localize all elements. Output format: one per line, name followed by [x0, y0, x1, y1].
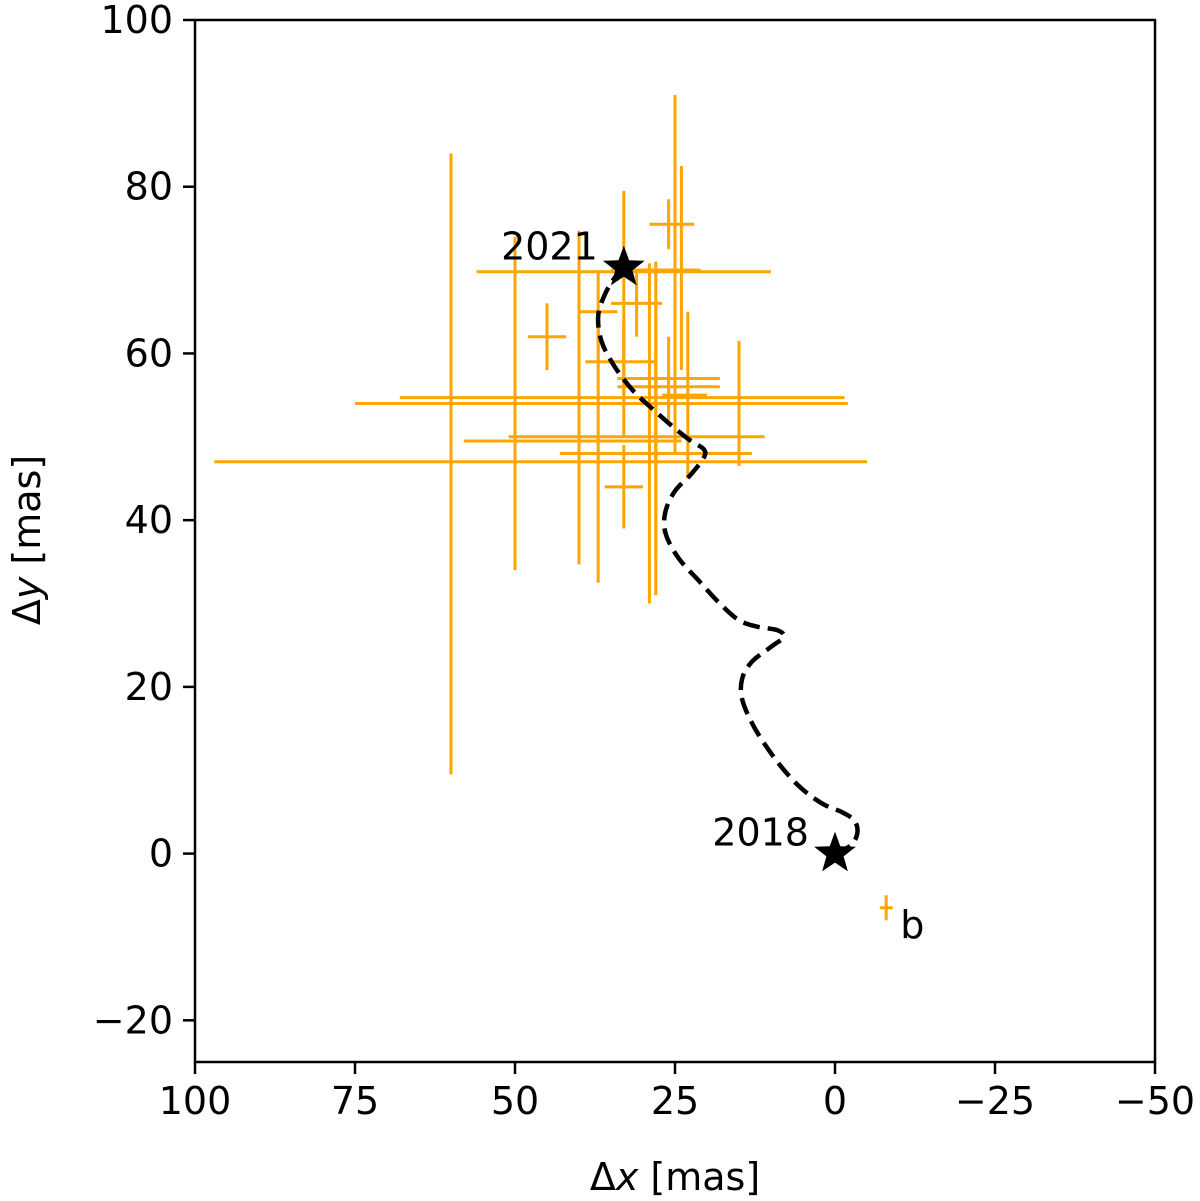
measurement-point: [585, 320, 656, 404]
y-tick-label: 0: [149, 832, 173, 876]
y-tick-label: 40: [125, 498, 173, 542]
measurement-point: [399, 230, 845, 565]
x-tick-label: 50: [491, 1079, 539, 1123]
x-tick-label: 0: [823, 1079, 847, 1123]
track-layer: [595, 266, 860, 856]
epoch-label: 2021: [501, 225, 598, 269]
measurement-point: [649, 199, 695, 250]
measurement-point: [527, 303, 567, 371]
y-tick-label: −20: [93, 998, 173, 1042]
companion-label: b: [900, 903, 924, 947]
x-axis-ticks: 100 75 50 25 0 −25 −50: [159, 1062, 1195, 1123]
x-tick-label: 100: [159, 1079, 232, 1123]
x-tick-label: −50: [1115, 1079, 1195, 1123]
y-tick-label: 60: [125, 331, 173, 375]
measurement-point: [655, 340, 797, 466]
epoch-star-marker: [814, 831, 856, 872]
x-tick-label: −25: [955, 1079, 1035, 1123]
stars-layer: 2018 2021 b: [501, 225, 924, 947]
y-axis-ticks: −20 0 20 40 60 80 100: [93, 0, 195, 1042]
orbit-track-line: [595, 266, 860, 856]
epoch-label: 2018: [712, 811, 809, 855]
y-tick-label: 100: [100, 0, 173, 42]
measurement-point: [879, 895, 893, 921]
measurement-point: [611, 270, 663, 337]
y-axis-label: Δy [mas]: [5, 455, 49, 625]
y-tick-label: 20: [125, 665, 173, 709]
measurement-point: [617, 336, 720, 421]
x-tick-label: 25: [651, 1079, 699, 1123]
x-axis-label: Δx [mas]: [590, 1155, 760, 1199]
measurements-layer: [214, 95, 893, 921]
measurement-point: [214, 153, 867, 775]
measurement-point: [604, 445, 643, 529]
measurement-point: [655, 165, 701, 371]
y-tick-label: 80: [125, 165, 173, 209]
epoch-star-marker: [602, 245, 645, 286]
x-tick-label: 75: [331, 1079, 379, 1123]
